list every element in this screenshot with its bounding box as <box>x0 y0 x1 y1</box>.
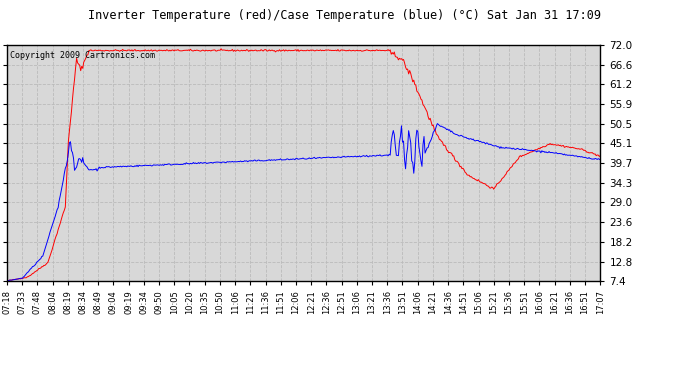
Text: Copyright 2009 Cartronics.com: Copyright 2009 Cartronics.com <box>10 51 155 60</box>
Text: Inverter Temperature (red)/Case Temperature (blue) (°C) Sat Jan 31 17:09: Inverter Temperature (red)/Case Temperat… <box>88 9 602 22</box>
